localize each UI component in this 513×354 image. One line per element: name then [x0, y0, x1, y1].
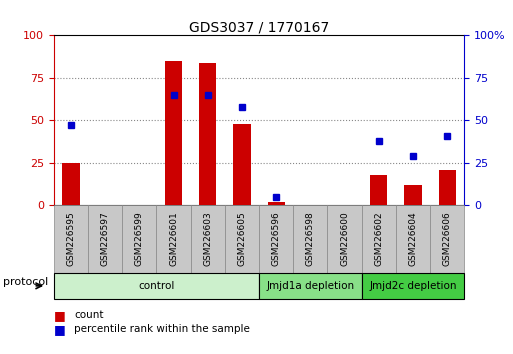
Text: count: count [74, 310, 104, 320]
Text: GSM226600: GSM226600 [340, 212, 349, 266]
Text: GSM226597: GSM226597 [101, 212, 110, 266]
Text: GSM226602: GSM226602 [374, 212, 383, 266]
Text: protocol: protocol [3, 277, 48, 287]
Text: GSM226606: GSM226606 [443, 212, 451, 266]
Text: GSM226601: GSM226601 [169, 212, 178, 266]
Bar [439, 170, 456, 205]
Bar [63, 163, 80, 205]
Bar [165, 61, 182, 205]
Text: control: control [139, 281, 174, 291]
Bar [268, 202, 285, 205]
Text: ■: ■ [54, 323, 66, 336]
Bar [199, 63, 216, 205]
Title: GDS3037 / 1770167: GDS3037 / 1770167 [189, 20, 329, 34]
Text: Jmjd1a depletion: Jmjd1a depletion [266, 281, 354, 291]
Text: ■: ■ [54, 309, 66, 321]
Text: GSM226604: GSM226604 [408, 212, 418, 266]
Text: percentile rank within the sample: percentile rank within the sample [74, 324, 250, 334]
Text: Jmjd2c depletion: Jmjd2c depletion [369, 281, 457, 291]
Text: GSM226605: GSM226605 [238, 212, 246, 266]
Text: GSM226598: GSM226598 [306, 212, 315, 266]
Text: GSM226595: GSM226595 [67, 212, 75, 266]
Text: GSM226603: GSM226603 [203, 212, 212, 266]
Text: GSM226599: GSM226599 [135, 212, 144, 266]
Text: GSM226596: GSM226596 [272, 212, 281, 266]
Bar [370, 175, 387, 205]
Bar [233, 124, 250, 205]
Bar [404, 185, 422, 205]
